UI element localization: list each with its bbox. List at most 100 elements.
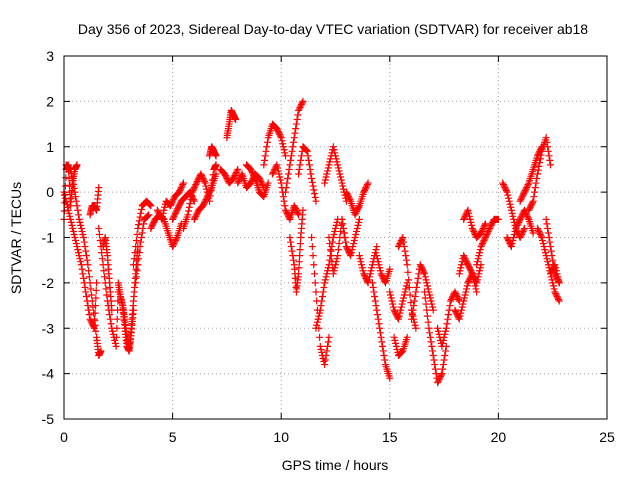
data-point [234, 165, 242, 173]
data-point [541, 246, 549, 254]
data-point [349, 243, 357, 251]
data-point [307, 170, 315, 178]
data-point [233, 167, 241, 175]
data-point [555, 297, 563, 305]
data-point [396, 309, 404, 317]
data-point [190, 197, 198, 205]
data-point [212, 152, 220, 160]
data-point [92, 327, 100, 335]
data-point [112, 342, 120, 350]
data-point [479, 238, 487, 246]
data-point [355, 215, 363, 223]
data-point [72, 193, 80, 201]
data-point [465, 277, 473, 285]
data-point [478, 240, 486, 248]
data-point [362, 184, 370, 192]
data-point [324, 338, 332, 346]
data-point [514, 220, 522, 228]
data-point [221, 171, 229, 179]
data-point [442, 347, 450, 355]
data-point [400, 238, 408, 246]
data-point [544, 258, 552, 266]
data-point [363, 182, 371, 190]
data-point [258, 181, 266, 189]
data-point [395, 312, 403, 320]
data-point [93, 279, 101, 287]
data-point [465, 209, 473, 217]
data-point [264, 179, 272, 187]
data-point [280, 197, 288, 205]
data-point [290, 256, 298, 264]
y-tick-label: -2 [42, 275, 55, 291]
data-point [401, 288, 409, 296]
data-point [435, 376, 443, 384]
data-point [473, 258, 481, 266]
data-point [85, 267, 93, 275]
data-point [203, 193, 211, 201]
data-point [178, 182, 186, 190]
data-point [298, 99, 306, 107]
data-point [440, 356, 448, 364]
data-point [200, 178, 208, 186]
data-point [276, 176, 284, 184]
data-point [64, 161, 72, 169]
data-points [60, 97, 563, 387]
data-point [82, 288, 90, 296]
data-point [322, 173, 330, 181]
data-point [189, 187, 197, 195]
data-point [541, 249, 549, 257]
data-point [199, 175, 207, 183]
data-point [308, 175, 316, 183]
data-point [481, 221, 489, 229]
data-point [390, 333, 398, 341]
data-point [332, 155, 340, 163]
data-point [460, 252, 468, 260]
data-point [338, 215, 346, 223]
data-point [519, 227, 527, 235]
data-point [146, 201, 154, 209]
data-point [455, 296, 463, 304]
data-point [544, 224, 552, 232]
data-point [355, 203, 363, 211]
data-point [192, 179, 200, 187]
data-point [546, 156, 554, 164]
data-point [72, 237, 80, 245]
data-point [324, 164, 332, 172]
data-point [374, 258, 382, 266]
data-point [476, 249, 484, 257]
data-point [281, 202, 289, 210]
data-point [342, 238, 350, 246]
data-point [132, 237, 140, 245]
data-point [333, 158, 341, 166]
data-point [543, 138, 551, 146]
data-point [143, 212, 151, 220]
data-point [360, 188, 368, 196]
data-point [368, 261, 376, 269]
data-point [275, 170, 283, 178]
data-point [136, 243, 144, 251]
data-point [398, 348, 406, 356]
data-point [421, 294, 429, 302]
data-point [397, 306, 405, 314]
data-point [206, 187, 214, 195]
data-point [355, 218, 363, 226]
data-point [389, 303, 397, 311]
data-point [327, 252, 335, 260]
data-point [232, 168, 240, 176]
data-point [376, 264, 384, 272]
data-point [398, 235, 406, 243]
data-point [70, 230, 78, 238]
data-point [354, 221, 362, 229]
data-point [290, 202, 298, 210]
data-point [351, 211, 359, 219]
data-point [434, 327, 442, 335]
y-tick-label: -5 [42, 411, 55, 427]
data-point [71, 234, 79, 241]
data-point [329, 143, 337, 151]
data-point [297, 152, 305, 160]
data-point [206, 188, 214, 196]
data-point [319, 288, 327, 296]
data-point [135, 249, 143, 257]
data-point [427, 338, 435, 346]
data-point [346, 196, 354, 204]
